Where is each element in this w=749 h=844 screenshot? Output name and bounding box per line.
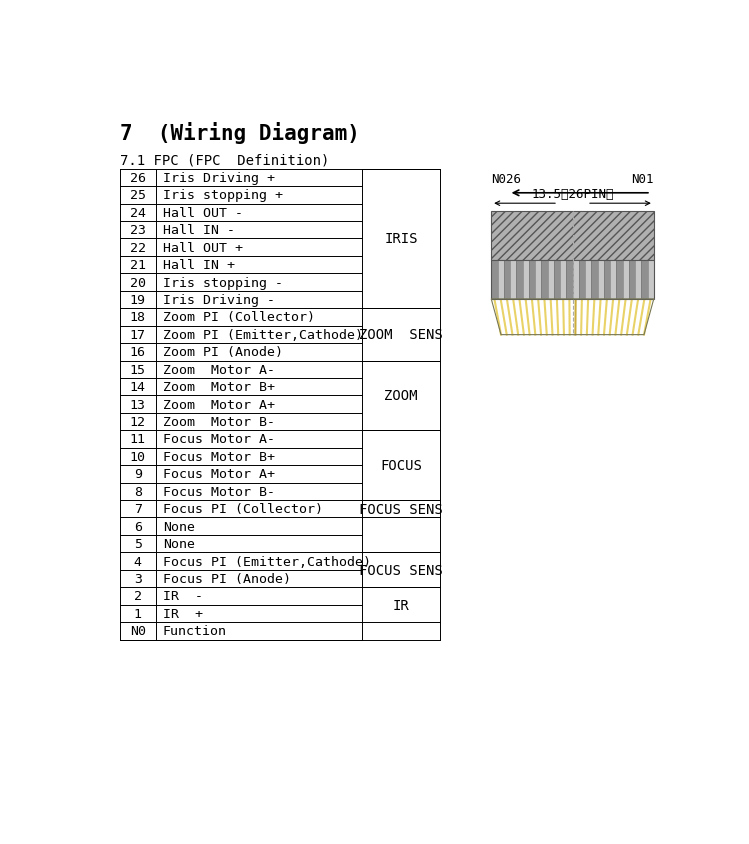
Bar — [628, 261, 635, 300]
Text: 9: 9 — [134, 468, 142, 481]
Text: 16: 16 — [130, 346, 146, 359]
Bar — [604, 261, 610, 300]
Text: 22: 22 — [130, 241, 146, 254]
Text: FOCUS: FOCUS — [380, 458, 422, 473]
Text: Focus Motor B-: Focus Motor B- — [163, 485, 275, 498]
Bar — [591, 261, 598, 300]
Bar — [616, 261, 622, 300]
Bar — [585, 261, 591, 300]
Bar — [548, 261, 554, 300]
Text: IR  -: IR - — [163, 590, 203, 603]
Text: 26: 26 — [130, 171, 146, 185]
Text: Zoom PI (Emitter,Cathode): Zoom PI (Emitter,Cathode) — [163, 328, 363, 342]
Text: 19: 19 — [130, 294, 146, 306]
Bar — [529, 261, 535, 300]
Text: 21: 21 — [130, 259, 146, 272]
Text: Zoom PI (Anode): Zoom PI (Anode) — [163, 346, 282, 359]
Text: IRIS: IRIS — [384, 232, 418, 246]
Text: Focus PI (Anode): Focus PI (Anode) — [163, 572, 291, 585]
Text: None: None — [163, 538, 195, 550]
Text: Focus Motor A+: Focus Motor A+ — [163, 468, 275, 481]
Text: Zoom  Motor A+: Zoom Motor A+ — [163, 398, 275, 411]
Text: Iris Driving -: Iris Driving - — [163, 294, 275, 306]
Text: None: None — [163, 520, 195, 533]
Text: 3: 3 — [134, 572, 142, 585]
Bar — [554, 261, 560, 300]
Text: 17: 17 — [130, 328, 146, 342]
Text: 6: 6 — [134, 520, 142, 533]
Text: 5: 5 — [134, 538, 142, 550]
Bar — [516, 261, 523, 300]
Text: Hall OUT +: Hall OUT + — [163, 241, 243, 254]
Text: 7: 7 — [134, 503, 142, 516]
Text: 13: 13 — [130, 398, 146, 411]
Text: 14: 14 — [130, 381, 146, 393]
Bar — [491, 261, 654, 300]
Text: 15: 15 — [130, 363, 146, 376]
Text: 24: 24 — [130, 207, 146, 219]
Bar — [497, 261, 504, 300]
Text: ZOOM  SENS: ZOOM SENS — [359, 328, 443, 342]
Text: Zoom PI (Collector): Zoom PI (Collector) — [163, 311, 315, 324]
Text: Focus Motor B+: Focus Motor B+ — [163, 451, 275, 463]
Text: Iris stopping -: Iris stopping - — [163, 276, 282, 289]
Bar — [523, 261, 529, 300]
Bar — [560, 261, 566, 300]
Text: Focus Motor A-: Focus Motor A- — [163, 433, 275, 446]
Text: 2: 2 — [134, 590, 142, 603]
Bar — [504, 261, 510, 300]
Text: 7  (Wiring Diagram): 7 (Wiring Diagram) — [120, 122, 360, 144]
Text: 11: 11 — [130, 433, 146, 446]
Bar — [598, 261, 604, 300]
Bar — [579, 261, 585, 300]
Bar — [491, 261, 497, 300]
Text: N01: N01 — [631, 173, 654, 186]
Bar — [622, 261, 628, 300]
Text: 25: 25 — [130, 189, 146, 202]
Text: 7.1 FPC (FPC  Definition): 7.1 FPC (FPC Definition) — [120, 154, 329, 167]
Bar — [610, 261, 616, 300]
Text: Iris stopping +: Iris stopping + — [163, 189, 282, 202]
Text: Focus PI (Emitter,Cathode): Focus PI (Emitter,Cathode) — [163, 555, 371, 568]
Text: N026: N026 — [491, 173, 521, 186]
Text: Zoom  Motor B-: Zoom Motor B- — [163, 415, 275, 429]
Bar — [566, 261, 572, 300]
Text: Focus PI (Collector): Focus PI (Collector) — [163, 503, 323, 516]
Bar — [535, 261, 542, 300]
Text: Zoom  Motor A-: Zoom Motor A- — [163, 363, 275, 376]
Bar — [510, 261, 516, 300]
Bar — [641, 261, 648, 300]
Text: ZOOM: ZOOM — [384, 389, 418, 403]
Text: FOCUS SENS: FOCUS SENS — [359, 563, 443, 577]
Text: 12: 12 — [130, 415, 146, 429]
Text: 13.5（26PIN）: 13.5（26PIN） — [531, 187, 613, 201]
Text: 8: 8 — [134, 485, 142, 498]
Text: Hall IN -: Hall IN - — [163, 224, 234, 237]
Text: 18: 18 — [130, 311, 146, 324]
Text: 20: 20 — [130, 276, 146, 289]
Bar — [648, 261, 654, 300]
Text: FOCUS SENS: FOCUS SENS — [359, 502, 443, 517]
Bar — [635, 261, 641, 300]
Text: Zoom  Motor B+: Zoom Motor B+ — [163, 381, 275, 393]
Text: 1: 1 — [134, 607, 142, 620]
Text: Hall IN +: Hall IN + — [163, 259, 234, 272]
Text: 4: 4 — [134, 555, 142, 568]
Bar — [572, 261, 579, 300]
Text: Iris Driving +: Iris Driving + — [163, 171, 275, 185]
Text: Hall OUT -: Hall OUT - — [163, 207, 243, 219]
Text: 10: 10 — [130, 451, 146, 463]
Bar — [491, 212, 654, 261]
Text: 23: 23 — [130, 224, 146, 237]
Text: Function: Function — [163, 625, 227, 637]
Text: IR: IR — [392, 598, 410, 612]
Text: IR  +: IR + — [163, 607, 203, 620]
Text: N0: N0 — [130, 625, 146, 637]
Bar — [542, 261, 548, 300]
